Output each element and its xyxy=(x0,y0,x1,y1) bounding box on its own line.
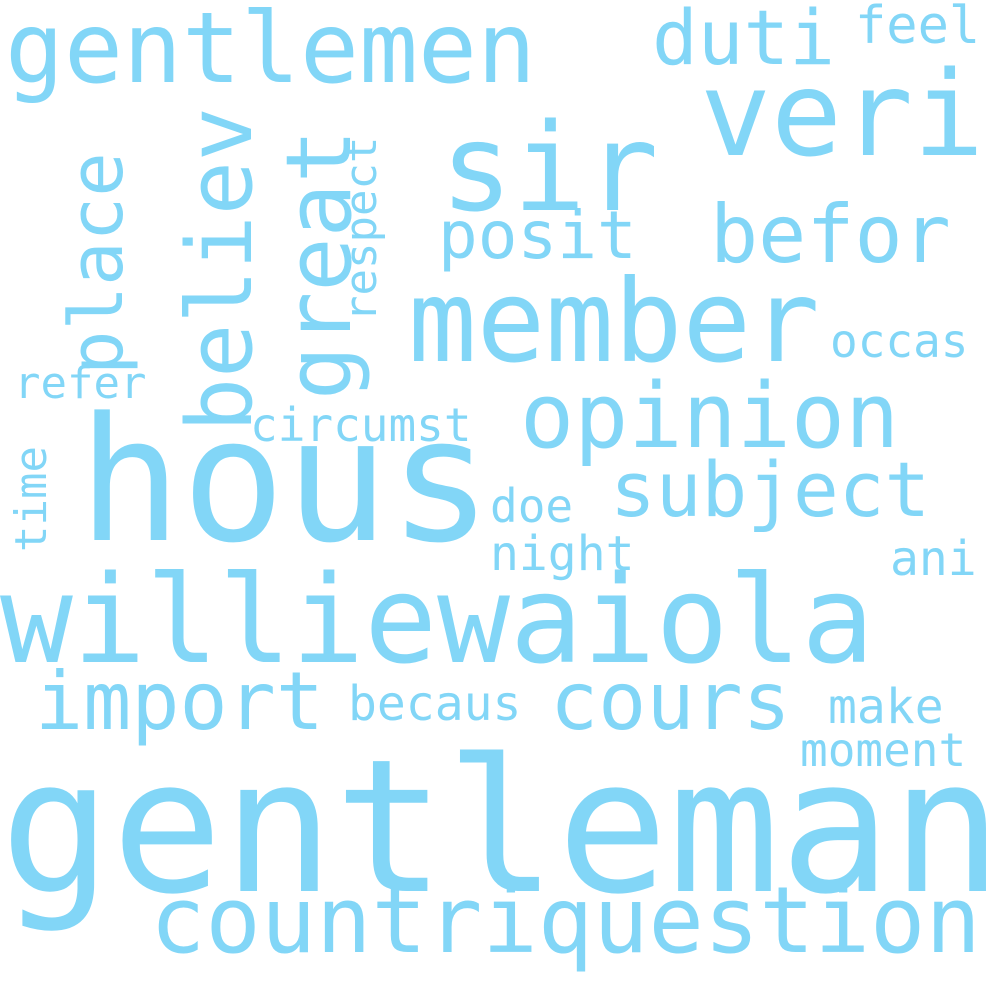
word-duti: duti xyxy=(652,0,836,82)
word-befor: befor xyxy=(710,188,951,281)
word-gentleman: gentleman xyxy=(0,719,1000,935)
word-respect: respect xyxy=(336,136,387,322)
word-refer: refer xyxy=(14,358,147,409)
word-cours: cours xyxy=(550,655,791,748)
word-circumst: circumst xyxy=(250,398,472,452)
word-time: time xyxy=(6,446,57,552)
word-believ: believ xyxy=(168,106,273,432)
word-moment: moment xyxy=(800,723,967,777)
word-sir: sir xyxy=(440,98,659,239)
word-feel: feel xyxy=(855,0,981,56)
word-night: night xyxy=(490,526,635,582)
word-member: member xyxy=(408,255,820,388)
word-becaus: becaus xyxy=(348,676,522,732)
word-hous: hous xyxy=(78,380,493,581)
word-place: place xyxy=(54,152,140,375)
word-posit: posit xyxy=(438,197,637,274)
word-subject: subject xyxy=(610,445,931,534)
word-veri: veri xyxy=(700,45,985,183)
word-gentlemen: gentlemen xyxy=(5,0,537,106)
word-ani: ani xyxy=(890,531,977,587)
word-make: make xyxy=(828,679,944,735)
word-doe: doe xyxy=(490,479,574,533)
word-occas: occas xyxy=(830,314,969,368)
word-import: import xyxy=(35,655,324,748)
word-opinion: opinion xyxy=(520,364,900,469)
word-williewaiola: williewaiola xyxy=(0,550,875,691)
word-countriquestion: countriquestion xyxy=(150,867,981,974)
